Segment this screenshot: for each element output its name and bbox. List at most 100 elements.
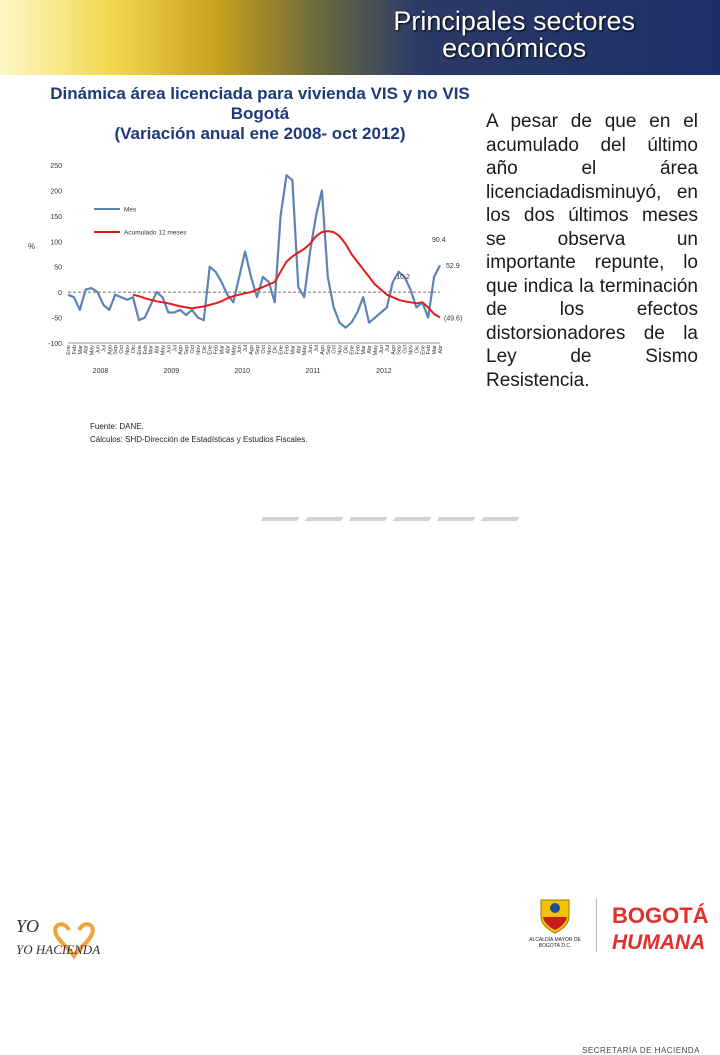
x-tick-label: Ene — [349, 345, 355, 355]
x-tick-label: Abr — [367, 345, 373, 354]
x-tick-label: Dic — [273, 345, 279, 353]
secretaria-label: SECRETARÍA DE HACIENDA — [582, 1046, 700, 1055]
x-tick-label: Jul — [101, 345, 107, 352]
x-tick-label: May — [90, 345, 96, 356]
x-tick-label: Oct — [119, 345, 125, 354]
x-tick-label: Dic — [414, 345, 420, 353]
x-tick-label: Jun — [96, 345, 102, 354]
data-label: 52.9 — [446, 263, 460, 270]
year-label: 2012 — [376, 368, 392, 375]
x-tick-label: Jun — [237, 345, 243, 354]
x-tick-label: May — [302, 345, 308, 356]
data-label: 90.4 — [432, 237, 446, 244]
x-tick-label: Nov — [125, 345, 131, 355]
x-tick-label: Ago — [320, 345, 326, 355]
x-tick-label: Abr — [438, 345, 444, 354]
x-tick-label: Nov — [338, 345, 344, 355]
humana-text: HUMANA — [612, 931, 705, 954]
decor-stripe — [348, 517, 388, 521]
commentary-text: A pesar de que en el acumulado del últim… — [486, 111, 698, 391]
x-tick-label: Dic — [202, 345, 208, 353]
x-tick-label: Jul — [314, 345, 320, 352]
x-tick-label: Jun — [379, 345, 385, 354]
legend-label: Acumulado 12 meses — [124, 230, 187, 237]
y-axis-label: % — [28, 242, 35, 251]
y-tick-label: 100 — [50, 239, 62, 246]
year-label: 2010 — [234, 368, 250, 375]
hacienda-text: YO HACIENDA — [16, 942, 100, 957]
x-tick-label: Ene — [137, 345, 143, 355]
series-line-mes — [67, 174, 441, 329]
yo-hacienda-logo: YO YO HACIENDA — [16, 916, 100, 960]
x-tick-label: Sep — [326, 345, 332, 355]
x-tick-label: Mar — [78, 345, 84, 355]
x-tick-label: Ago — [178, 345, 184, 355]
y-tick-label: -50 — [52, 316, 62, 323]
x-tick-label: Abr — [296, 345, 302, 354]
slide-title: Principales sectores económicos — [393, 6, 635, 63]
x-tick-label: Abr — [155, 345, 161, 354]
decor-stripe — [480, 517, 520, 521]
year-label: 2009 — [164, 368, 180, 375]
x-tick-label: Mar — [361, 345, 367, 355]
x-tick-label: Dic — [131, 345, 137, 353]
data-label: 10.2 — [396, 274, 410, 281]
x-tick-label: Ene — [279, 345, 285, 355]
bottom-strip: SECRETARÍA DE HACIENDA — [0, 520, 720, 1055]
year-label: 2011 — [306, 368, 321, 375]
legend-label: Mes — [124, 207, 137, 214]
bogota-text: BOGOTÁ — [612, 903, 709, 928]
x-tick-label: Mar — [220, 345, 226, 355]
yo-text: YO — [16, 916, 39, 936]
y-tick-label: 0 — [58, 290, 62, 297]
x-tick-label: Mar — [290, 345, 296, 355]
x-tick-label: Jun — [166, 345, 172, 354]
x-tick-label: Feb — [426, 345, 432, 354]
y-tick-label: 50 — [54, 265, 62, 272]
x-tick-label: Jun — [308, 345, 314, 354]
x-tick-label: Ene — [208, 345, 214, 355]
x-tick-label: Oct — [261, 345, 267, 354]
x-tick-label: May — [160, 345, 166, 356]
x-tick-label: Ene — [420, 345, 426, 355]
x-tick-label: Mar — [432, 345, 438, 355]
x-tick-label: Feb — [284, 345, 290, 354]
x-tick-label: Jul — [243, 345, 249, 352]
x-tick-label: Nov — [196, 345, 202, 355]
alcaldia-logo: ALCALDÍA MAYOR DE BOGOTÁ D.C. — [520, 897, 590, 957]
x-tick-label: Sep — [184, 345, 190, 355]
decor-stripe — [392, 517, 432, 521]
x-tick-label: Ago — [107, 345, 113, 355]
x-tick-label: Jul — [385, 345, 391, 352]
x-tick-label: Sep — [397, 345, 403, 355]
x-tick-label: Mar — [149, 345, 155, 355]
x-tick-label: Sep — [255, 345, 261, 355]
y-tick-label: 250 — [50, 163, 62, 170]
bogota-humana-logo: BOGOTÁ HUMANA — [612, 903, 709, 954]
series-line-acumulado — [132, 230, 441, 319]
data-label: (49.6) — [444, 315, 462, 322]
x-tick-label: Ene — [66, 345, 72, 355]
x-tick-label: Ago — [391, 345, 397, 355]
x-tick-label: Ago — [249, 345, 255, 355]
x-tick-label: Nov — [408, 345, 414, 355]
x-tick-label: Feb — [214, 345, 220, 354]
chart-title: Dinámica área licenciada para vivienda V… — [50, 84, 470, 143]
x-tick-label: Oct — [403, 345, 409, 354]
y-tick-label: 150 — [50, 214, 62, 221]
decor-stripe — [436, 517, 476, 521]
x-tick-label: Oct — [332, 345, 338, 354]
logo-separator — [596, 898, 597, 952]
x-tick-label: May — [373, 345, 379, 356]
x-tick-label: Nov — [267, 345, 273, 355]
x-tick-label: Feb — [72, 345, 78, 354]
decor-stripe — [260, 517, 300, 521]
x-tick-label: Feb — [143, 345, 149, 354]
decor-stripe — [304, 517, 344, 521]
x-tick-label: Abr — [84, 345, 90, 354]
x-tick-label: Sep — [113, 345, 119, 355]
year-label: 2008 — [93, 368, 109, 375]
x-tick-label: Abr — [225, 345, 231, 354]
source-note: Fuente: DANE. Cálculos: SHD-Dirección de… — [90, 422, 308, 444]
